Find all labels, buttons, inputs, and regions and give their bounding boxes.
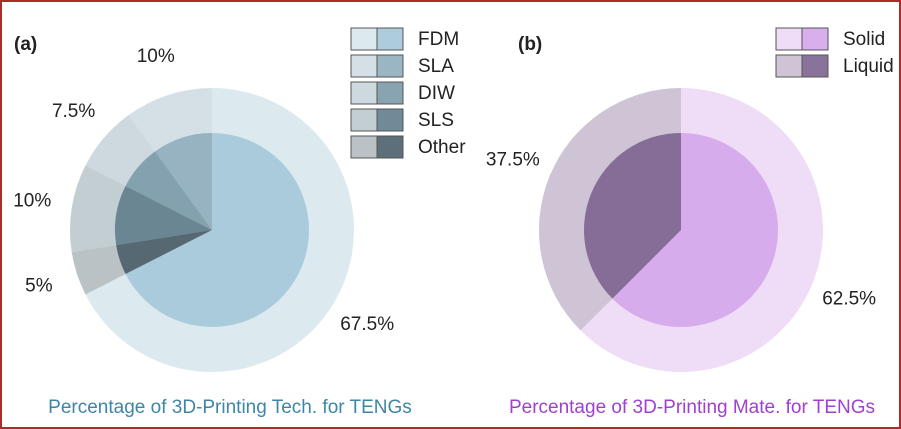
legend-swatch-light (350, 135, 378, 159)
legend-swatch-light (350, 108, 378, 132)
value-label: 7.5% (52, 101, 95, 122)
pie-slice-inner (114, 185, 212, 246)
panel-label: (a) (14, 34, 37, 55)
pie-slice-inner (612, 133, 778, 328)
value-label: 10% (137, 46, 175, 67)
legend-label: Liquid (843, 56, 894, 77)
legend-label: DIW (418, 83, 455, 104)
value-label: 37.5% (486, 149, 540, 170)
legend-swatch-dark (376, 54, 404, 78)
value-label: 10% (13, 191, 51, 212)
legend-swatch-light (775, 54, 803, 78)
legend-swatch-dark (801, 27, 829, 51)
legend-swatch-dark (376, 81, 404, 105)
legend-swatch-light (775, 27, 803, 51)
legend-swatch-dark (801, 54, 829, 78)
legend-label: SLA (418, 56, 454, 77)
pie-slice-inner (116, 230, 212, 275)
legend-swatch-dark (376, 27, 404, 51)
legend-swatch-light (350, 27, 378, 51)
value-label: 62.5% (822, 289, 876, 310)
legend-swatch-dark (376, 108, 404, 132)
legend-label: FDM (418, 29, 459, 50)
legend-swatch-dark (376, 135, 404, 159)
legend-label: SLS (418, 110, 454, 131)
legend-swatch-light (350, 81, 378, 105)
legend-swatch-light (350, 54, 378, 78)
pie-slice-inner (583, 133, 681, 299)
legend-label: Solid (843, 29, 885, 50)
caption: Percentage of 3D-Printing Tech. for TENG… (48, 397, 412, 418)
caption: Percentage of 3D-Printing Mate. for TENG… (509, 397, 875, 418)
pie-slice-inner (125, 133, 309, 327)
pie-slice-inner (125, 151, 212, 230)
value-label: 5% (25, 275, 53, 296)
pie-slice-inner (154, 133, 212, 230)
legend-label: Other (418, 137, 466, 158)
value-label: 67.5% (340, 314, 394, 335)
panel-label: (b) (518, 34, 542, 55)
